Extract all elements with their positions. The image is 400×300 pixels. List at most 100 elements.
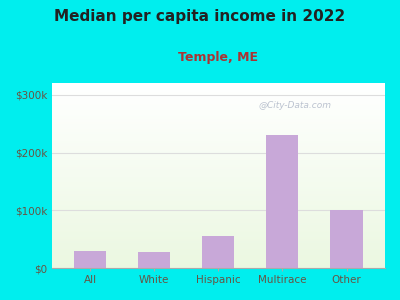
Bar — [52, 244, 385, 245]
Bar — [52, 121, 385, 122]
Bar — [52, 141, 385, 142]
Bar — [52, 238, 385, 239]
Bar — [52, 169, 385, 170]
Bar — [52, 182, 385, 183]
Bar — [52, 240, 385, 241]
Bar — [52, 168, 385, 169]
Text: Median per capita income in 2022: Median per capita income in 2022 — [54, 9, 346, 24]
Bar — [52, 133, 385, 134]
Bar — [52, 166, 385, 167]
Bar — [52, 257, 385, 258]
Bar — [52, 201, 385, 202]
Bar — [52, 264, 385, 265]
Bar — [52, 258, 385, 259]
Bar — [52, 199, 385, 200]
Bar — [52, 102, 385, 103]
Bar — [52, 202, 385, 203]
Bar — [52, 114, 385, 115]
Bar — [52, 143, 385, 144]
Bar — [52, 228, 385, 229]
Bar — [52, 181, 385, 182]
Bar — [52, 200, 385, 201]
Bar — [52, 110, 385, 111]
Bar — [52, 112, 385, 113]
Bar — [52, 230, 385, 231]
Bar — [52, 150, 385, 151]
Bar — [52, 156, 385, 157]
Bar — [52, 179, 385, 180]
Bar — [52, 116, 385, 117]
Bar — [52, 210, 385, 211]
Bar — [52, 227, 385, 228]
Bar — [52, 208, 385, 209]
Bar — [52, 137, 385, 138]
Bar — [52, 135, 385, 136]
Bar — [52, 86, 385, 87]
Bar — [52, 185, 385, 186]
Bar — [52, 104, 385, 105]
Bar — [52, 191, 385, 192]
Bar — [52, 88, 385, 89]
Bar — [52, 232, 385, 233]
Bar — [52, 198, 385, 199]
Bar — [52, 253, 385, 254]
Bar — [52, 256, 385, 257]
Bar — [52, 260, 385, 261]
Bar — [52, 99, 385, 100]
Bar — [52, 107, 385, 108]
Bar — [52, 248, 385, 249]
Bar — [52, 254, 385, 255]
Bar — [52, 225, 385, 226]
Bar — [52, 113, 385, 114]
Bar — [52, 212, 385, 213]
Bar — [52, 195, 385, 196]
Bar — [52, 89, 385, 90]
Bar — [52, 246, 385, 247]
Bar — [52, 193, 385, 194]
Bar — [52, 222, 385, 223]
Bar — [52, 140, 385, 141]
Bar — [52, 117, 385, 118]
Bar — [52, 96, 385, 97]
Bar — [52, 211, 385, 212]
Bar — [52, 234, 385, 235]
Bar — [52, 261, 385, 262]
Bar — [138, 252, 170, 268]
Bar — [52, 252, 385, 253]
Bar — [52, 229, 385, 230]
Bar — [52, 206, 385, 207]
Bar — [52, 108, 385, 109]
Bar — [52, 83, 385, 84]
Bar — [52, 174, 385, 175]
Bar — [52, 238, 385, 239]
Bar — [52, 103, 385, 104]
Bar — [52, 151, 385, 152]
Bar — [52, 160, 385, 161]
Bar — [52, 87, 385, 88]
Bar — [52, 134, 385, 135]
Bar — [52, 85, 385, 86]
Bar — [52, 202, 385, 203]
Bar — [52, 223, 385, 224]
Bar — [52, 146, 385, 147]
Bar — [52, 154, 385, 155]
Bar — [52, 250, 385, 251]
Bar — [52, 221, 385, 222]
Bar — [52, 267, 385, 268]
Bar — [52, 217, 385, 218]
Bar — [52, 239, 385, 240]
Bar — [52, 155, 385, 156]
Bar — [52, 245, 385, 246]
Bar — [52, 132, 385, 133]
Bar — [52, 186, 385, 187]
Bar — [52, 220, 385, 221]
Bar — [52, 98, 385, 99]
Bar — [52, 265, 385, 266]
Bar — [52, 262, 385, 263]
Bar — [52, 194, 385, 195]
Bar — [52, 203, 385, 204]
Bar — [52, 259, 385, 260]
Bar — [52, 241, 385, 242]
Bar — [52, 95, 385, 96]
Bar — [52, 163, 385, 164]
